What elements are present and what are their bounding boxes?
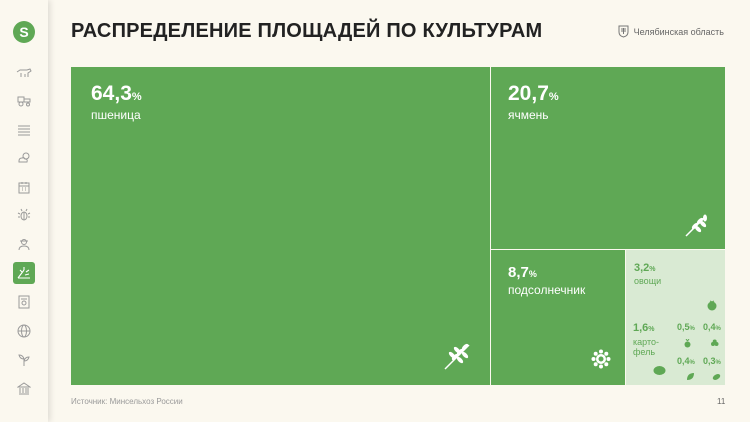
berries-icon [711, 339, 719, 346]
sidebar-item-pests[interactable] [13, 204, 35, 226]
barley-icon [685, 214, 707, 237]
sunflower-icon [591, 349, 611, 369]
region-label: Челябинская область [633, 26, 724, 37]
tile-barley-label: ячмень [508, 108, 549, 122]
tile-potato[interactable]: 1,6% карто- фель [626, 317, 672, 385]
tile-vegetables-value: 3,2% [634, 262, 656, 274]
small-a-unit: % [689, 326, 695, 332]
cow-icon [16, 68, 32, 77]
crops-icon [17, 267, 30, 279]
sidebar-item-bank[interactable] [13, 378, 35, 400]
field-icon [18, 125, 30, 136]
weather-icon [18, 152, 30, 163]
tomato-icon [707, 300, 717, 311]
wheat-icon [444, 343, 470, 370]
logo-letter: S [19, 24, 29, 40]
small-b-value: 0,4 [703, 322, 716, 332]
sidebar-item-field[interactable] [13, 119, 35, 141]
sidebar-item-calendar[interactable] [13, 176, 35, 198]
wheat-value: 64,3 [91, 82, 132, 105]
small-b-unit: % [715, 326, 721, 332]
tile-barley[interactable]: 20,7% ячмень [491, 67, 725, 249]
tile-sunflower[interactable]: 8,7% подсолнечник [491, 250, 625, 385]
sidebar-item-weather[interactable] [13, 147, 35, 169]
wheat-unit: % [131, 91, 142, 103]
bug-icon [17, 208, 31, 221]
tile-small-b-value: 0,4% [703, 322, 721, 332]
small-d-unit: % [715, 360, 721, 366]
sidebar-item-sprout[interactable] [13, 349, 35, 371]
tile-small-a-value: 0,5% [677, 322, 695, 332]
sidebar-item-livestock[interactable] [13, 62, 35, 84]
region-selector[interactable]: Челябинская область [618, 25, 724, 38]
tile-small-d[interactable]: 0,3% [698, 351, 725, 385]
sidebar-item-documents[interactable] [13, 291, 35, 313]
tile-sunflower-value: 8,7% [508, 264, 537, 281]
logo[interactable]: S [13, 21, 35, 43]
tile-potato-value: 1,6% [633, 322, 655, 334]
tile-sunflower-label: подсолнечник [508, 283, 586, 297]
potato-value: 1,6 [633, 322, 649, 334]
cucumber-icon [712, 374, 721, 380]
leaf-icon [687, 373, 694, 380]
potato-icon [653, 366, 666, 375]
vegetables-value: 3,2 [634, 262, 650, 274]
small-c-unit: % [689, 360, 695, 366]
small-d-value: 0,3 [703, 356, 716, 366]
tile-potato-label-1: карто- [633, 337, 659, 347]
farmer-icon [18, 239, 30, 251]
tile-small-d-value: 0,3% [703, 356, 721, 366]
tile-small-b[interactable]: 0,4% [698, 317, 725, 351]
beet-icon [684, 339, 691, 348]
page-title: РАСПРЕДЕЛЕНИЕ ПЛОЩАДЕЙ ПО КУЛЬТУРАМ [71, 20, 543, 42]
bank-icon [17, 382, 31, 395]
sidebar-item-crops[interactable] [13, 262, 35, 284]
small-c-value: 0,4 [677, 356, 690, 366]
tile-small-c[interactable]: 0,4% [672, 351, 698, 385]
documents-icon [18, 295, 30, 309]
tile-small-c-value: 0,4% [677, 356, 695, 366]
page-number: 11 [717, 397, 726, 406]
tile-wheat-label: пшеница [91, 108, 141, 122]
tractor-icon [17, 96, 31, 107]
source-note: Источник: Минсельхоз России [71, 397, 183, 406]
sunflower-value: 8,7 [508, 264, 529, 281]
tile-barley-value: 20,7% [508, 82, 559, 106]
calendar-icon [18, 181, 30, 193]
tile-vegetables[interactable]: 3,2% овощи [626, 250, 725, 317]
sidebar-item-globe[interactable] [13, 320, 35, 342]
tile-vegetables-label: овощи [634, 276, 662, 286]
barley-value: 20,7 [508, 82, 549, 105]
potato-unit: % [648, 326, 655, 333]
tile-potato-label-2: фель [633, 347, 656, 357]
vegetables-unit: % [649, 266, 656, 273]
sunflower-unit: % [528, 269, 537, 279]
coat-of-arms-icon [618, 25, 629, 38]
tile-small-a[interactable]: 0,5% [672, 317, 698, 351]
sidebar-item-tractor[interactable] [13, 90, 35, 112]
barley-unit: % [548, 91, 559, 103]
tile-wheat[interactable]: 64,3% пшеница [71, 67, 490, 385]
small-a-value: 0,5 [677, 322, 690, 332]
tile-wheat-value: 64,3% [91, 82, 142, 106]
treemap: 64,3% пшеница 20,7% ячмень 8,7% подсолне… [71, 67, 725, 385]
sprout-icon [18, 354, 30, 366]
sidebar: S [0, 0, 48, 422]
globe-icon [17, 324, 31, 338]
sidebar-item-farmer[interactable] [13, 233, 35, 255]
